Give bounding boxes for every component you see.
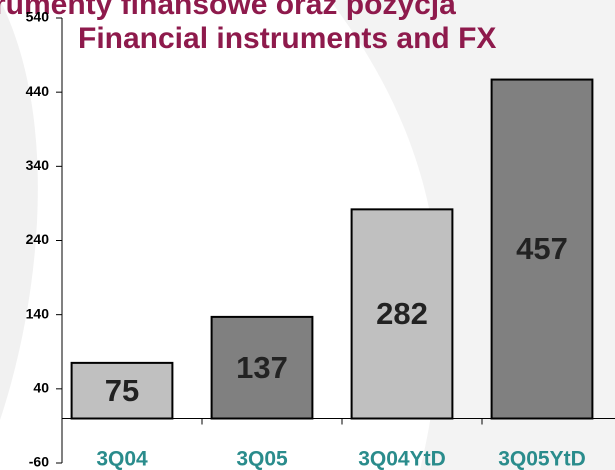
y-tick-label: 340 xyxy=(26,157,50,173)
y-tick-label: 240 xyxy=(26,231,50,247)
x-tick-label: 3Q05YtD xyxy=(498,448,586,470)
bar xyxy=(70,361,174,420)
chart-subtitle: Financial instruments and FX xyxy=(78,22,496,55)
background-swoosh xyxy=(0,0,38,420)
data-label: 75 xyxy=(105,373,139,408)
bar xyxy=(210,315,314,420)
x-tick-label: 3Q04 xyxy=(96,448,148,470)
bar xyxy=(350,208,454,420)
data-label: 137 xyxy=(236,350,288,385)
y-tick-label: 140 xyxy=(26,305,50,321)
data-label: 457 xyxy=(516,231,568,266)
y-tick-label: 40 xyxy=(33,380,49,396)
x-tick-label: 3Q05 xyxy=(236,448,288,470)
bar xyxy=(490,78,594,420)
y-tick-label: -60 xyxy=(29,454,49,470)
x-tick-label: 3Q04YtD xyxy=(358,448,446,470)
data-label: 282 xyxy=(376,296,428,331)
y-tick-label: 540 xyxy=(26,9,50,25)
y-tick-label: 440 xyxy=(26,83,50,99)
chart-title: rumenty finansowe oraz pozycja xyxy=(0,0,456,21)
